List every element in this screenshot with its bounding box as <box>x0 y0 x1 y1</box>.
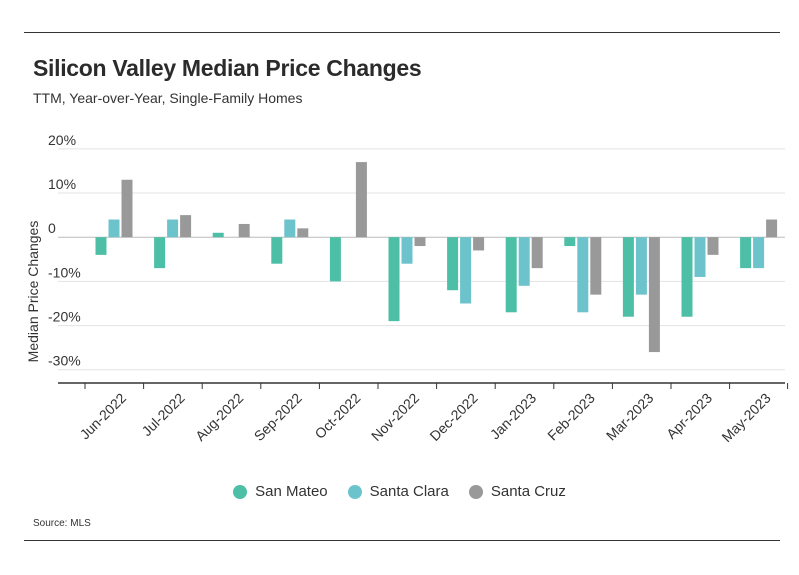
legend-label: Santa Clara <box>369 483 449 500</box>
chart-subtitle: TTM, Year-over-Year, Single-Family Homes <box>33 90 303 106</box>
chart-legend: San Mateo Santa Clara Santa Cruz <box>0 483 799 500</box>
legend-item: Santa Clara <box>347 483 449 500</box>
x-tick-label: Feb-2023 <box>544 390 598 444</box>
bar-san-mateo <box>95 237 107 255</box>
bar-santa-clara <box>577 237 589 313</box>
bar-santa-cruz <box>648 237 660 353</box>
legend-swatch <box>468 484 483 499</box>
top-rule <box>24 32 780 33</box>
bar-santa-cruz <box>121 179 133 238</box>
bar-san-mateo <box>329 237 341 282</box>
y-tick-label: -20% <box>48 309 81 325</box>
bottom-rule <box>24 540 780 541</box>
bar-san-mateo <box>622 237 634 317</box>
x-tick-label: Aug-2022 <box>192 390 246 444</box>
bar-san-mateo <box>740 237 752 269</box>
bar-santa-cruz <box>766 219 778 238</box>
y-tick-label: 20% <box>48 132 76 148</box>
bar-santa-clara <box>753 237 765 269</box>
bar-san-mateo <box>271 237 283 264</box>
bar-santa-clara <box>284 219 296 238</box>
legend-item: San Mateo <box>233 483 328 500</box>
x-tick-label: Oct-2022 <box>311 390 363 442</box>
y-tick-label: 0 <box>48 220 56 236</box>
y-tick-label: -30% <box>48 353 81 369</box>
x-tick-label: May-2023 <box>718 390 773 445</box>
bar-santa-clara <box>401 237 413 264</box>
bar-santa-cruz <box>180 215 192 238</box>
source-note: Source: MLS <box>33 518 91 529</box>
x-tick-label: Sep-2022 <box>251 390 305 444</box>
x-tick-label: Mar-2023 <box>603 390 657 444</box>
bar-santa-clara <box>635 237 647 295</box>
bar-santa-clara <box>518 237 530 286</box>
x-tick-label: Apr-2023 <box>663 390 715 442</box>
legend-label: San Mateo <box>255 483 328 500</box>
bar-santa-clara <box>694 237 706 277</box>
bar-santa-cruz <box>414 237 426 247</box>
legend-swatch <box>347 484 362 499</box>
x-tick-label: Dec-2022 <box>426 390 480 444</box>
bar-san-mateo <box>212 232 224 238</box>
bar-santa-cruz <box>473 237 485 251</box>
legend-item: Santa Cruz <box>468 483 566 500</box>
bar-santa-cruz <box>355 162 367 238</box>
bar-san-mateo <box>564 237 576 247</box>
bar-santa-clara <box>108 219 120 238</box>
bar-santa-cruz <box>297 228 309 238</box>
bar-san-mateo <box>505 237 517 313</box>
bar-santa-cruz <box>707 237 719 255</box>
x-tick-label: Jan-2023 <box>487 390 540 443</box>
bar-santa-cruz <box>531 237 543 269</box>
bar-santa-cruz <box>238 223 250 238</box>
x-tick-label: Jun-2022 <box>77 390 130 443</box>
legend-label: Santa Cruz <box>490 483 566 500</box>
legend-swatch <box>233 484 248 499</box>
x-tick-label: Nov-2022 <box>368 390 422 444</box>
y-axis-label: Median Price Changes <box>25 221 41 363</box>
y-tick-label: 10% <box>48 176 76 192</box>
bar-santa-cruz <box>590 237 602 295</box>
bar-santa-clara <box>460 237 472 304</box>
x-tick-label: Jul-2022 <box>138 390 187 439</box>
y-tick-label: -10% <box>48 264 81 280</box>
bar-san-mateo <box>154 237 166 269</box>
bar-santa-clara <box>167 219 179 238</box>
bar-san-mateo <box>388 237 400 322</box>
bar-san-mateo <box>681 237 693 317</box>
chart-title: Silicon Valley Median Price Changes <box>33 55 422 81</box>
bar-san-mateo <box>447 237 459 291</box>
